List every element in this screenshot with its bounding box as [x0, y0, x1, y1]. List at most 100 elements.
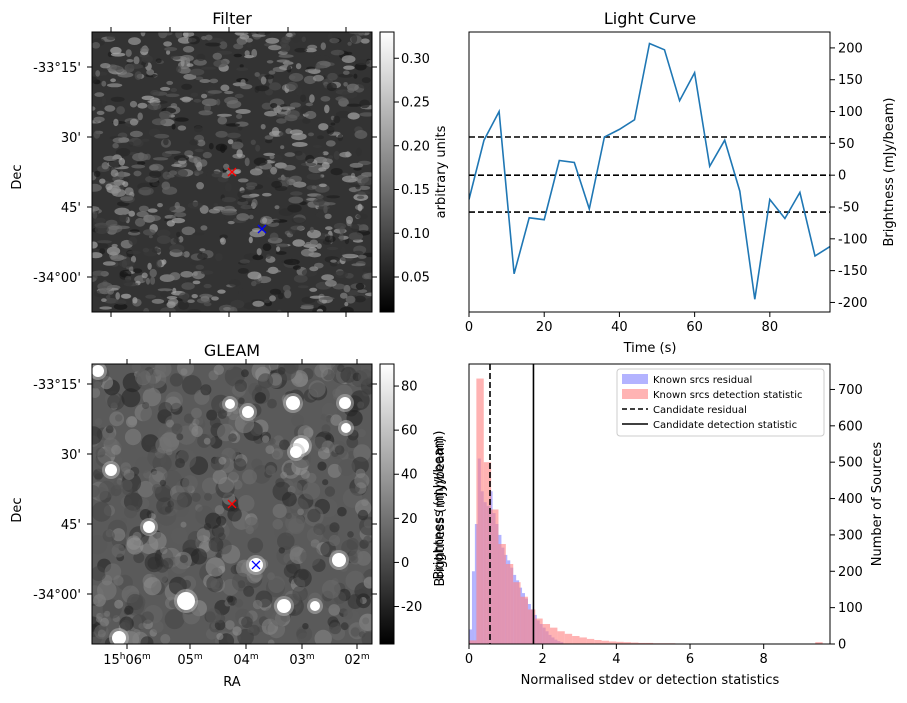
filter-noise-blob — [313, 145, 322, 148]
filter-noise-blob — [196, 162, 202, 171]
filter-ytick-1: 30' — [61, 131, 81, 146]
filter-noise-blob — [302, 118, 310, 124]
gleam-colorbar — [380, 364, 394, 644]
filter-noise-blob — [262, 193, 272, 197]
filter-noise-blob — [208, 90, 222, 94]
filter-noise-blob — [193, 232, 205, 235]
histogram-xtick-label-0: 0 — [465, 652, 473, 667]
filter-noise-blob — [314, 55, 330, 60]
filter-noise-blob — [150, 165, 159, 171]
filter-noise-blob — [154, 134, 169, 139]
filter-noise-blob — [210, 79, 219, 84]
gleam-noise-blob — [228, 433, 237, 442]
filter-noise-blob — [100, 63, 110, 68]
filter-noise-blob — [292, 142, 308, 147]
filter-noise-blob — [156, 260, 162, 268]
filter-noise-blob — [169, 244, 184, 253]
filter-noise-blob — [340, 307, 354, 314]
colorbar-tick-label-2: 0.15 — [401, 183, 430, 198]
gleam-noise-blob — [359, 631, 365, 637]
gleam-noise-blob — [192, 426, 203, 437]
filter-noise-blob — [313, 75, 324, 82]
filter-noise-blob — [229, 307, 237, 316]
gleam-noise-blob — [346, 436, 358, 448]
filter-noise-blob — [238, 198, 246, 202]
filter-noise-blob — [317, 135, 324, 139]
histogram-bar-detection — [594, 640, 601, 644]
gleam-noise-blob — [142, 611, 154, 623]
filter-noise-blob — [349, 232, 363, 240]
filter-noise-blob — [209, 143, 214, 150]
filter-noise-blob — [193, 281, 201, 285]
gleam-source — [177, 592, 195, 610]
colorbar-tick-label-5: 0.30 — [401, 52, 430, 67]
filter-noise-blob — [126, 59, 133, 62]
filter-noise-blob — [132, 297, 137, 303]
histogram-ylabel: Number of Sources — [870, 442, 885, 567]
gleam-noise-blob — [337, 507, 347, 517]
filter-ytick-0: -33°15' — [33, 61, 81, 76]
filter-noise-blob — [205, 43, 221, 47]
filter-noise-blob — [273, 219, 287, 222]
filter-noise-blob — [328, 155, 333, 159]
gleam-source — [310, 601, 320, 611]
filter-noise-blob — [312, 186, 317, 190]
filter-noise-blob — [174, 212, 186, 217]
gleam-noise-blob — [148, 557, 161, 570]
filter-noise-blob — [113, 137, 126, 143]
filter-noise-blob — [102, 97, 106, 105]
filter-noise-blob — [114, 226, 130, 230]
filter-noise-blob — [97, 240, 112, 243]
filter-noise-blob — [213, 53, 222, 60]
filter-noise-blob — [302, 37, 306, 43]
filter-noise-blob — [112, 189, 126, 197]
lightcurve-plot — [469, 43, 830, 299]
colorbar-tick-label-3: 40 — [401, 468, 418, 483]
gleam-noise-blob — [176, 433, 183, 440]
filter-noise-blob — [171, 56, 182, 60]
gleam-noise-blob — [307, 509, 320, 522]
gleam-noise-blob — [165, 609, 185, 629]
filter-noise-blob — [238, 178, 249, 182]
filter-noise-blob — [166, 81, 173, 85]
filter-noise-blob — [122, 279, 133, 286]
colorbar-tick-label-5: 80 — [401, 380, 418, 395]
gleam-noise-blob — [246, 526, 254, 534]
filter-noise-blob — [121, 294, 131, 299]
gleam-noise-blob — [104, 611, 110, 617]
gleam-xtick-4: 02m — [344, 652, 369, 668]
filter-noise-blob — [316, 65, 326, 69]
filter-noise-blob — [228, 221, 235, 224]
histogram-ytick-label-0: 0 — [838, 638, 846, 653]
gleam-noise-blob — [210, 580, 220, 590]
gleam-source — [225, 399, 235, 409]
histogram-ytick-label-7: 700 — [838, 383, 863, 398]
filter-noise-blob — [305, 242, 311, 247]
gleam-noise-blob — [92, 502, 112, 522]
gleam-noise-blob — [315, 630, 332, 647]
filter-noise-blob — [263, 243, 272, 251]
filter-noise-blob — [333, 116, 340, 124]
filter-noise-blob — [156, 58, 162, 63]
filter-noise-blob — [139, 206, 149, 212]
gleam-source — [290, 446, 302, 458]
filter-noise-blob — [175, 30, 182, 39]
filter-noise-blob — [164, 47, 177, 51]
filter-noise-blob — [307, 230, 321, 239]
gleam-noise-blob — [171, 527, 188, 544]
gleam-noise-blob — [238, 495, 255, 512]
filter-noise-blob — [327, 247, 338, 250]
filter-noise-blob — [357, 196, 364, 199]
gleam-noise-blob — [177, 359, 194, 376]
filter-noise-blob — [283, 165, 296, 171]
filter-noise-blob — [280, 145, 284, 149]
filter-noise-blob — [292, 217, 306, 223]
filter-noise-blob — [262, 217, 267, 223]
filter-noise-blob — [215, 253, 223, 261]
filter-noise-blob — [331, 50, 344, 56]
filter-ytick-3: -34°00' — [33, 271, 81, 286]
filter-noise-blob — [287, 204, 301, 212]
filter-noise-blob — [193, 99, 201, 103]
filter-noise-blob — [92, 42, 100, 49]
filter-noise-blob — [235, 109, 250, 114]
